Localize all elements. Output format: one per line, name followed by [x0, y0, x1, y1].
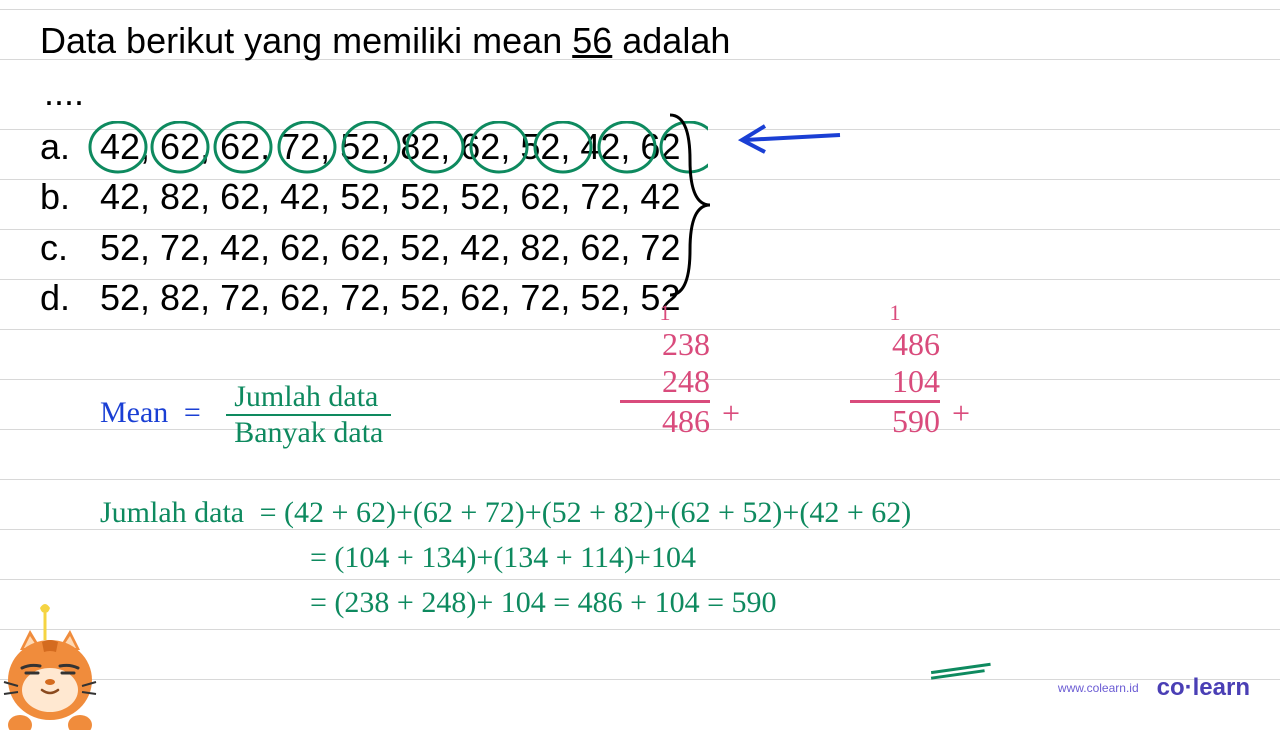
work-line3: = (238 + 248)+ 104 = 486 + 104 = 590 — [310, 586, 777, 619]
mean-formula: Mean = Jumlah data Banyak data — [100, 380, 391, 450]
add-line2: 248 + — [620, 363, 710, 403]
brand-url: www.colearn.id — [1058, 681, 1139, 695]
work-line1: = (42 + 62)+(62 + 72)+(52 + 82)+(62 + 52… — [260, 496, 912, 529]
question-dots: .... — [44, 72, 1240, 114]
add-line2: 104 + — [850, 363, 940, 403]
option-values: 52, 72, 42, 62, 62, 52, 42, 82, 62, 72 — [100, 223, 680, 273]
branding: www.colearn.id co·learn — [1058, 674, 1250, 702]
question-number: 56 — [572, 20, 612, 61]
arrow-annotation — [730, 120, 850, 171]
add-result: 486 — [620, 403, 710, 440]
option-values: 52, 82, 72, 62, 72, 52, 62, 72, 52, 52 — [100, 273, 680, 323]
option-a: a. 42, 62, 62, — [40, 122, 1240, 172]
sum-work: Jumlah data = (42 + 62)+(62 + 72)+(52 + … — [100, 490, 911, 625]
formula-fraction: Jumlah data Banyak data — [226, 380, 391, 450]
question-text-before: Data berikut yang memiliki mean — [40, 20, 572, 61]
curly-bracket — [660, 110, 720, 300]
add-result: 590 — [850, 403, 940, 440]
question-text-after: adalah — [612, 20, 730, 61]
carry-digit: 1 — [620, 300, 710, 326]
work-label: Jumlah data — [100, 496, 244, 529]
addition-2: 1 486 104 + 590 — [850, 300, 940, 440]
addition-1: 1 238 248 + 486 — [620, 300, 710, 440]
formula-numerator: Jumlah data — [226, 380, 391, 416]
option-values: 42, 82, 62, 42, 52, 52, 52, 62, 72, 42 — [100, 172, 680, 222]
brand-logo: co·learn — [1157, 674, 1250, 702]
option-label: b. — [40, 172, 100, 222]
options-list: a. 42, 62, 62, — [40, 122, 1240, 324]
add-line1: 486 — [850, 326, 940, 363]
question-title: Data berikut yang memiliki mean 56 adala… — [40, 20, 1240, 62]
circles-overlay — [88, 121, 708, 177]
option-label: c. — [40, 223, 100, 273]
option-label: d. — [40, 273, 100, 323]
mascot-cat — [0, 600, 130, 730]
option-b: b. 42, 82, 62, 42, 52, 52, 52, 62, 72, 4… — [40, 172, 1240, 222]
carry-digit: 1 — [850, 300, 940, 326]
add-line1: 238 — [620, 326, 710, 363]
option-c: c. 52, 72, 42, 62, 62, 52, 42, 82, 62, 7… — [40, 223, 1240, 273]
equals-sign: = — [184, 396, 201, 429]
work-line2: = (104 + 134)+(134 + 114)+104 — [310, 541, 696, 574]
option-data: 42, 62, 62, 72, 52, 82, 62, 52, 42, 62 — [100, 122, 680, 172]
formula-denominator: Banyak data — [226, 416, 391, 450]
formula-label: Mean — [100, 396, 168, 430]
